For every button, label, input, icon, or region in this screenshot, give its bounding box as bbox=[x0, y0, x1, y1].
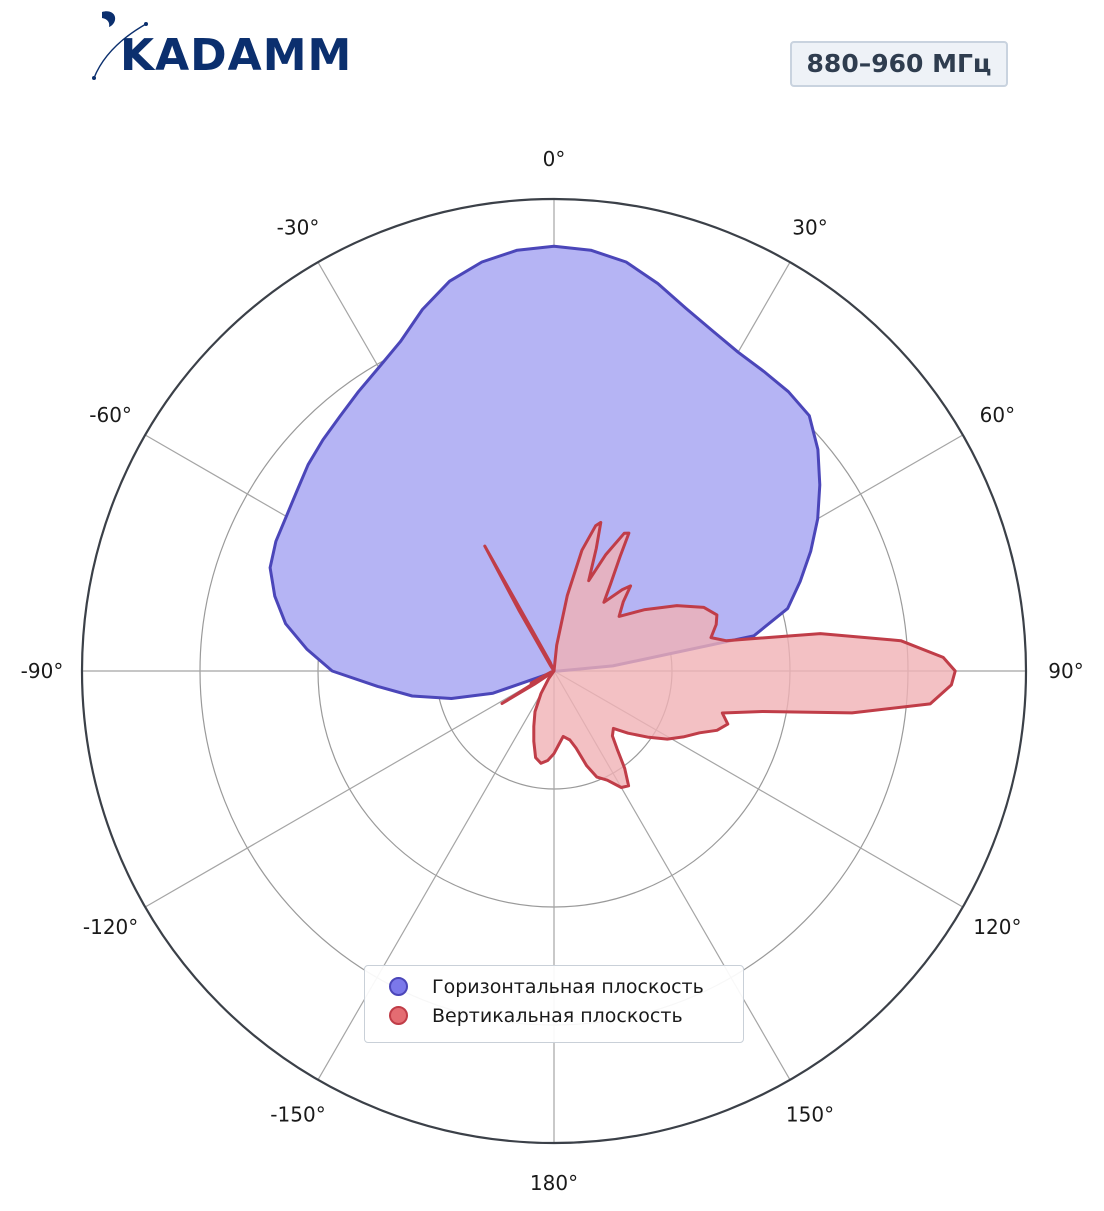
legend: Горизонтальная плоскость Вертикальная пл… bbox=[364, 965, 744, 1043]
angle-tick-label-5: 150° bbox=[786, 1102, 834, 1126]
angle-tick-label-7: -150° bbox=[270, 1102, 325, 1126]
angular-gridline-7 bbox=[317, 670, 555, 1081]
angle-tick-label-1: 30° bbox=[792, 216, 827, 240]
angle-tick-label-3: 90° bbox=[1048, 659, 1083, 683]
angle-tick-label-11: -30° bbox=[277, 216, 320, 240]
legend-label-vertical: Вертикальная плоскость bbox=[432, 1005, 683, 1027]
angle-tick-label-6: 180° bbox=[530, 1171, 578, 1195]
angular-gridline-8 bbox=[144, 670, 555, 908]
series-horizontal-area bbox=[268, 244, 822, 700]
logo-wordmark: KADAMM bbox=[120, 30, 353, 81]
outer-ring bbox=[80, 197, 1028, 1145]
angle-tick-label-2: 60° bbox=[980, 403, 1015, 427]
logo-swoosh-icon bbox=[92, 11, 148, 80]
legend-marker-vertical bbox=[389, 1006, 408, 1025]
outer-ring-circle bbox=[80, 197, 1028, 1145]
angle-tick-label-0: 0° bbox=[543, 147, 566, 171]
angle-tick-label-9: -90° bbox=[21, 659, 64, 683]
legend-item-horizontal[interactable]: Горизонтальная плоскость bbox=[365, 975, 743, 1004]
series-layer bbox=[268, 244, 957, 789]
angle-tick-labels: 0° 30° 60° 90° 120° 150° 180° -150° -120° -90° -60… bbox=[21, 147, 1084, 1195]
legend-label-horizontal: Горизонтальная плоскость bbox=[432, 976, 704, 998]
legend-marker-horizontal bbox=[389, 977, 408, 996]
angle-tick-label-4: 120° bbox=[973, 915, 1021, 939]
frequency-badge: 880–960 МГц bbox=[790, 41, 1008, 87]
kadamm-logo: KADAMM bbox=[88, 8, 368, 86]
angle-tick-label-10: -60° bbox=[89, 403, 132, 427]
series-vertical-area bbox=[483, 520, 957, 789]
angle-tick-label-8: -120° bbox=[83, 915, 138, 939]
legend-item-vertical[interactable]: Вертикальная плоскость bbox=[365, 1004, 743, 1033]
